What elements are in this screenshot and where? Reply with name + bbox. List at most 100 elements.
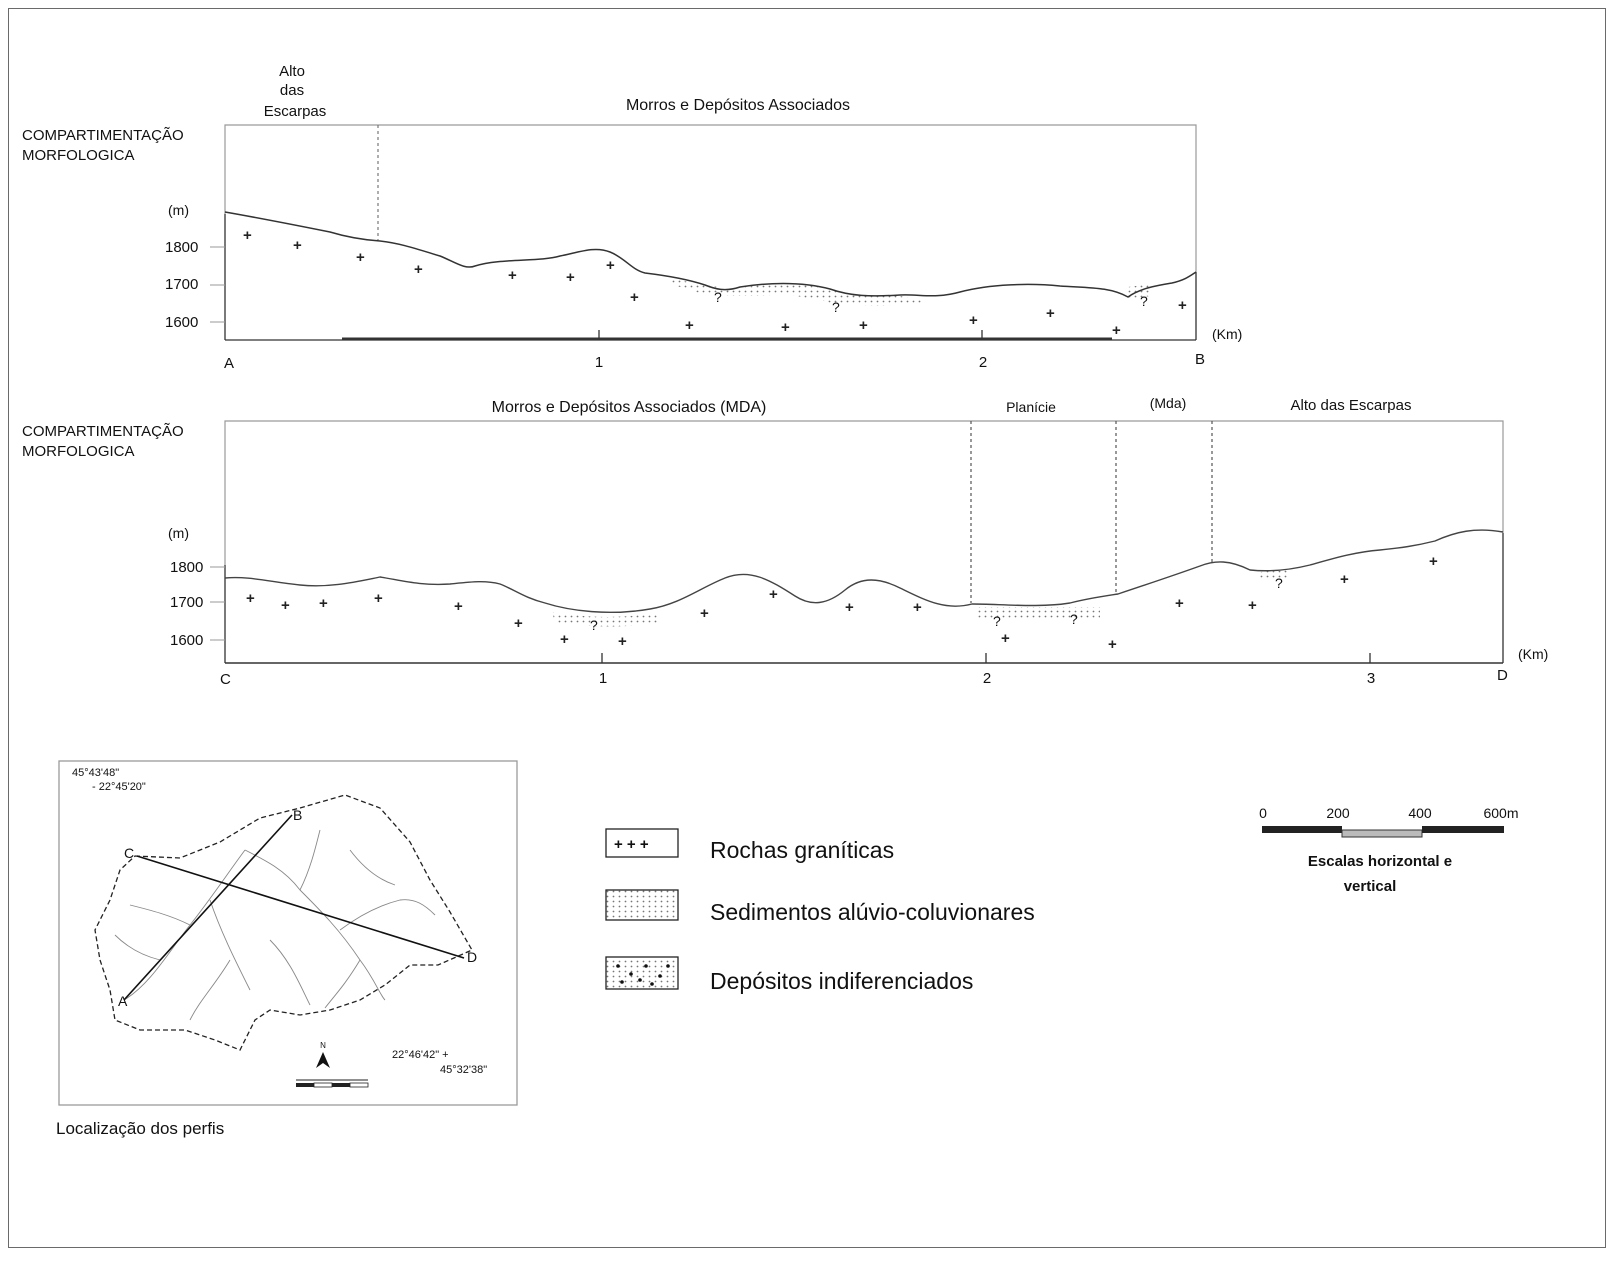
legend-label-granite: Rochas graníticas	[710, 837, 894, 863]
compartimentacao-label: COMPARTIMENTAÇÃO	[22, 127, 184, 144]
y-tick-1700: 1700	[165, 276, 198, 293]
legend-label-deposits: Depósitos indiferenciados	[710, 968, 973, 994]
svg-text:+: +	[243, 227, 252, 244]
scale-tick-600: 600m	[1483, 805, 1518, 821]
cross-symbol-icon: + + +	[614, 836, 649, 853]
profile-cd: Morros e Depósitos Associados (MDA) Plan…	[22, 395, 1548, 688]
terrain-profile-ab	[224, 211, 1197, 298]
svg-text:+: +	[374, 590, 383, 607]
x-tick-1: 1	[599, 670, 607, 687]
legend: + + + Rochas graníticas Sedimentos alúvi…	[605, 828, 1035, 994]
svg-text:+: +	[414, 261, 423, 278]
legend-item-deposits: Depósitos indiferenciados	[605, 956, 973, 994]
map-point-d: D	[467, 949, 477, 965]
svg-text:+: +	[913, 599, 922, 616]
zone-alto-escarpas-line1: Alto	[279, 63, 305, 80]
deposit-indiff	[1128, 284, 1150, 300]
north-arrow-icon	[316, 1052, 330, 1068]
svg-text:+: +	[1175, 595, 1184, 612]
zone-mda-label: Morros e Depósitos Associados (MDA)	[492, 399, 767, 416]
x-tick-2: 2	[979, 354, 987, 371]
query-mark: ?	[832, 299, 840, 315]
granite-symbols-cd: + + + + + + + + + + + + + + + + + +	[246, 553, 1438, 653]
svg-text:+: +	[560, 631, 569, 648]
zone-alto-escarpas-line3: Escarpas	[264, 103, 327, 120]
profile-line-ab	[123, 814, 293, 1001]
profile-line-cd	[136, 855, 465, 959]
deposit-alluvial	[552, 612, 660, 627]
profile-ab: Alto das Escarpas Morros e Depósitos Ass…	[22, 63, 1242, 372]
svg-text:+: +	[859, 317, 868, 334]
svg-text:+: +	[319, 595, 328, 612]
zone-alto-escarpas-label: Alto das Escarpas	[1291, 397, 1412, 414]
y-tick-1600: 1600	[165, 314, 198, 331]
zone-morros-label: Morros e Depósitos Associados	[626, 97, 850, 114]
scale-bar: 0 200 400 600m Escalas horizontal e vert…	[1259, 805, 1518, 895]
svg-text:+: +	[1178, 297, 1187, 314]
query-mark: ?	[1275, 575, 1283, 591]
svg-text:+: +	[454, 598, 463, 615]
legend-item-alluvial: Sedimentos alúvio-coluvionares	[605, 889, 1035, 925]
map-coord-top-2: - 22°45'20"	[92, 781, 146, 793]
granite-symbols-ab: + + + + + + + + + + + + + + +	[243, 227, 1187, 339]
svg-text:+: +	[566, 269, 575, 286]
x-tick-1: 1	[595, 354, 603, 371]
svg-text:+: +	[781, 319, 790, 336]
scale-caption-2: vertical	[1344, 878, 1397, 895]
svg-text:+: +	[606, 257, 615, 274]
svg-text:+: +	[356, 249, 365, 266]
end-label-b: B	[1195, 351, 1205, 368]
location-map: 45°43'48" - 22°45'20" 22°46'42" + 45°32'…	[56, 760, 518, 1138]
swatch-dotted	[605, 889, 679, 921]
deposit-alluvial	[1260, 570, 1290, 580]
swatch-crosses	[605, 828, 679, 858]
svg-text:+: +	[1001, 630, 1010, 647]
y-tick-1800: 1800	[170, 559, 203, 576]
svg-text:+: +	[508, 267, 517, 284]
legend-item-granite: + + + Rochas graníticas	[605, 828, 894, 863]
map-point-b: B	[293, 807, 302, 823]
compartment-box	[224, 420, 1504, 565]
map-point-c: C	[124, 845, 134, 861]
deposit-alluvial	[976, 607, 1100, 620]
svg-text:+: +	[1046, 305, 1055, 322]
svg-text:+: +	[845, 599, 854, 616]
x-unit: (Km)	[1518, 646, 1548, 662]
svg-text:+: +	[685, 317, 694, 334]
svg-text:+: +	[1108, 636, 1117, 653]
scale-segment	[1341, 829, 1423, 838]
svg-text:+: +	[1248, 597, 1257, 614]
y-unit: (m)	[168, 525, 189, 541]
svg-text:+: +	[246, 590, 255, 607]
morfologica-label: MORFOLOGICA	[22, 147, 135, 164]
drainage-network	[114, 829, 436, 1021]
query-mark: ?	[993, 613, 1001, 629]
end-label-d: D	[1497, 667, 1508, 684]
query-mark: ?	[714, 289, 722, 305]
svg-text:+: +	[1340, 571, 1349, 588]
svg-text:+: +	[1429, 553, 1438, 570]
zone-mda-small-label: (Mda)	[1150, 395, 1187, 411]
swatch-mixed	[605, 956, 679, 990]
y-tick-1700: 1700	[170, 594, 203, 611]
pebble-symbol-icon	[616, 964, 670, 986]
figure-frame	[8, 8, 1606, 1248]
svg-text:+: +	[1112, 322, 1121, 339]
x-tick-3: 3	[1367, 670, 1375, 687]
map-coord-bottom-1: 22°46'42" +	[392, 1049, 449, 1061]
end-label-c: C	[220, 671, 231, 688]
morfologica-label: MORFOLOGICA	[22, 443, 135, 460]
scale-tick-400: 400	[1408, 805, 1432, 821]
svg-text:+: +	[700, 605, 709, 622]
x-unit: (Km)	[1212, 326, 1242, 342]
svg-text:+: +	[969, 312, 978, 329]
legend-label-alluvial: Sedimentos alúvio-coluvionares	[710, 899, 1035, 925]
map-coord-bottom-2: 45°32'38"	[440, 1064, 487, 1076]
scale-tick-200: 200	[1326, 805, 1350, 821]
map-point-a: A	[118, 993, 128, 1009]
scale-tick-0: 0	[1259, 805, 1267, 821]
compartimentacao-label: COMPARTIMENTAÇÃO	[22, 423, 184, 440]
zone-planicie-label: Planície	[1006, 399, 1056, 415]
y-tick-1600: 1600	[170, 632, 203, 649]
svg-text:+: +	[618, 633, 627, 650]
